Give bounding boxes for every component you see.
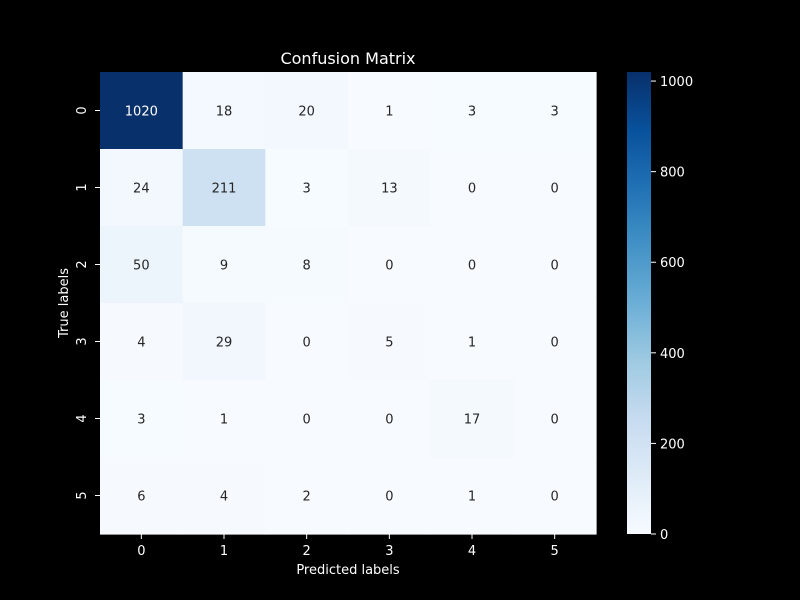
cell-value-label: 4 — [220, 490, 228, 505]
cell-value-label: 29 — [216, 336, 233, 351]
heatmap-cell — [100, 226, 184, 304]
heatmap-cell — [348, 457, 432, 535]
x-tick-label: 2 — [303, 544, 311, 559]
heatmap-grid: 1020 18 20 1 3 324 211 3 13 0 050 9 8 0 0 04 29 0 5 1 03 1 0 0 1… — [100, 72, 597, 535]
x-tick-label: 5 — [551, 544, 559, 559]
cell-value-label: 0 — [551, 259, 559, 274]
heatmap-cell — [430, 149, 514, 227]
x-axis-ticks: 0 1 2 3 4 5 — [137, 534, 559, 559]
heatmap-cell — [430, 457, 514, 535]
heatmap-cell — [100, 72, 184, 150]
y-tick-label: 2 — [75, 260, 90, 268]
cell-value-label: 0 — [385, 490, 393, 505]
colorbar — [627, 72, 651, 534]
cell-value-label: 1 — [468, 490, 476, 505]
heatmap-cell — [430, 303, 514, 381]
heatmap-cell — [100, 457, 184, 535]
heatmap-cell — [513, 457, 597, 535]
heatmap-cell — [182, 72, 266, 150]
heatmap-cell — [430, 226, 514, 304]
heatmap-cell — [513, 72, 597, 150]
heatmap-cell — [430, 380, 514, 458]
cell-value-label: 2 — [303, 490, 311, 505]
cell-value-label: 0 — [551, 182, 559, 197]
heatmap-cell — [265, 380, 349, 458]
heatmap-cell — [348, 380, 432, 458]
y-tick-label: 3 — [75, 337, 90, 345]
heatmap-cell — [182, 226, 266, 304]
heatmap-cell — [182, 457, 266, 535]
cell-value-label: 1 — [385, 105, 393, 120]
x-tick-label: 1 — [220, 544, 228, 559]
colorbar-tick-label: 0 — [660, 528, 668, 543]
y-axis-ticks: 0 1 2 3 4 5 — [75, 106, 100, 500]
cell-value-label: 0 — [468, 259, 476, 274]
colorbar-tick-label: 200 — [660, 437, 685, 452]
heatmap-cell — [182, 303, 266, 381]
heatmap-cell — [430, 72, 514, 150]
x-tick-label: 3 — [385, 544, 393, 559]
heatmap-cell — [100, 149, 184, 227]
heatmap-cell — [348, 149, 432, 227]
y-tick-label: 0 — [75, 106, 90, 114]
heatmap-cell — [182, 380, 266, 458]
cell-value-label: 18 — [216, 105, 233, 120]
cell-value-label: 0 — [303, 336, 311, 351]
heatmap-cell — [513, 380, 597, 458]
cell-value-label: 50 — [133, 259, 150, 274]
cell-value-label: 0 — [303, 413, 311, 428]
heatmap-cell — [182, 149, 266, 227]
cell-value-label: 5 — [385, 336, 393, 351]
heatmap-cell — [513, 226, 597, 304]
x-tick-label: 4 — [468, 544, 476, 559]
cell-value-label: 0 — [551, 336, 559, 351]
cell-value-label: 3 — [468, 105, 476, 120]
heatmap-cell — [100, 303, 184, 381]
heatmap-cell — [265, 226, 349, 304]
heatmap-cell — [513, 303, 597, 381]
cell-value-label: 20 — [298, 105, 315, 120]
heatmap-cell — [348, 303, 432, 381]
x-tick-label: 0 — [137, 544, 145, 559]
heatmap-cell — [348, 226, 432, 304]
cell-value-label: 3 — [551, 105, 559, 120]
cell-value-label: 1 — [220, 413, 228, 428]
cell-value-label: 3 — [303, 182, 311, 197]
cell-value-label: 13 — [381, 182, 398, 197]
colorbar-tick-label: 1000 — [660, 75, 693, 90]
heatmap-cell — [348, 72, 432, 150]
cell-value-label: 0 — [385, 413, 393, 428]
cell-value-label: 8 — [303, 259, 311, 274]
heatmap-cell — [513, 149, 597, 227]
y-tick-label: 4 — [75, 414, 90, 422]
colorbar-tick-label: 600 — [660, 256, 685, 271]
cell-value-label: 17 — [464, 413, 481, 428]
heatmap-cell — [100, 380, 184, 458]
y-tick-label: 5 — [75, 491, 90, 499]
heatmap-cell — [265, 457, 349, 535]
colorbar-ticks: 0 200 400 600 800 1000 — [651, 75, 693, 543]
colorbar-tick-label: 800 — [660, 166, 685, 181]
cell-value-label: 1 — [468, 336, 476, 351]
cell-value-label: 0 — [551, 490, 559, 505]
heatmap-cell — [265, 72, 349, 150]
cell-value-label: 6 — [137, 490, 145, 505]
cell-value-label: 1020 — [125, 105, 158, 120]
cell-value-label: 211 — [212, 182, 237, 197]
heatmap-cell — [265, 303, 349, 381]
y-axis-label: True labels — [57, 268, 72, 339]
heatmap-cell — [265, 149, 349, 227]
cell-value-label: 3 — [137, 413, 145, 428]
colorbar-tick-label: 400 — [660, 347, 685, 362]
cell-value-label: 0 — [385, 259, 393, 274]
x-axis-label: Predicted labels — [296, 563, 400, 578]
cell-value-label: 4 — [137, 336, 145, 351]
chart-title: Confusion Matrix — [280, 49, 415, 68]
cell-value-label: 0 — [468, 182, 476, 197]
cell-value-label: 0 — [551, 413, 559, 428]
y-tick-label: 1 — [75, 183, 90, 191]
cell-value-label: 9 — [220, 259, 228, 274]
cell-value-label: 24 — [133, 182, 150, 197]
